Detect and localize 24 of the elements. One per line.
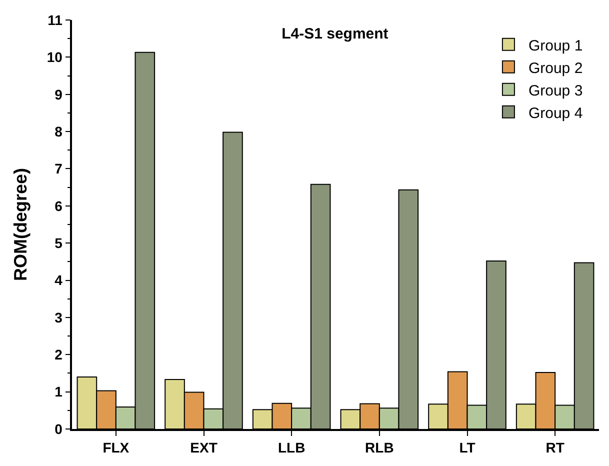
legend-label: Group 1 [528,37,583,54]
y-tick-label: 0 [54,420,63,437]
y-tick-label: 9 [54,86,63,102]
x-tick-label: LLB [278,440,306,456]
y-axis-title: ROM(degree) [10,168,31,282]
y-tick-label: 1 [54,384,63,400]
legend-label: Group 2 [528,60,583,77]
y-tick-label: 7 [54,160,63,177]
y-tick-label: 8 [54,123,63,140]
chart-title: L4-S1 segment [282,25,388,42]
y-tick-label: 5 [54,234,63,251]
legend-label: Group 4 [528,104,583,122]
x-tick-label: LT [459,440,476,456]
x-tick-label: EXT [190,440,218,456]
y-tick-label: 3 [54,309,63,326]
x-tick-label: RLB [365,440,394,456]
y-tick-label: 10 [46,49,63,66]
y-tick-label: 4 [54,272,63,288]
y-tick-label: 2 [54,346,63,363]
x-tick-label: RT [546,440,565,456]
y-tick-label: 11 [48,12,63,28]
x-tick-label: FLX [102,440,130,456]
legend-label: Group 3 [528,82,583,100]
y-tick-label: 6 [54,198,63,214]
